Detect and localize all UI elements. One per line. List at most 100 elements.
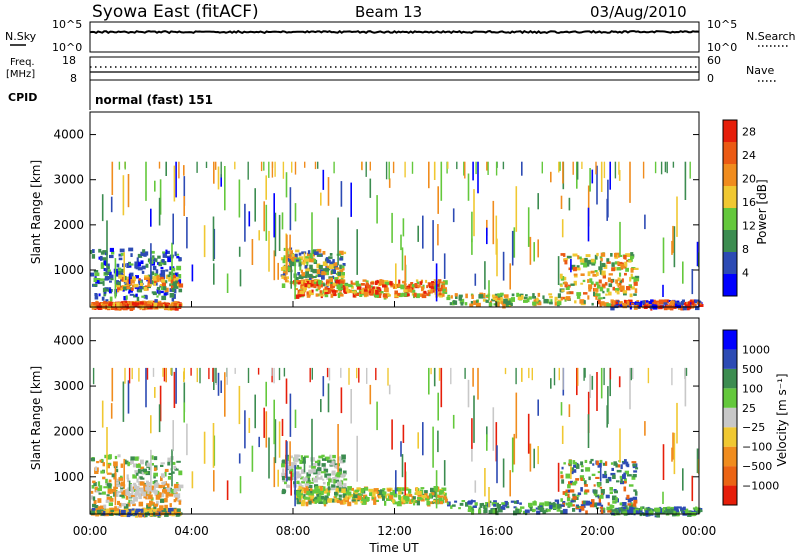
velocity-colorbar-tick: −500 <box>742 460 772 473</box>
echo-cell <box>605 494 610 499</box>
echo-cell <box>351 291 357 294</box>
echo-cell <box>600 509 604 515</box>
echo-streak <box>576 161 579 180</box>
echo-cell <box>153 504 157 509</box>
echo-cell <box>406 293 410 297</box>
echo-streak <box>572 161 574 175</box>
echo-cell <box>576 292 582 296</box>
time-tick-label: 00:00 <box>73 524 108 538</box>
echo-cell <box>519 502 522 505</box>
echo-cell <box>178 257 182 262</box>
echo-cell <box>95 509 98 514</box>
echo-streak <box>559 161 561 171</box>
echo-cell <box>365 286 369 292</box>
echo-cell <box>301 469 304 474</box>
echo-cell <box>283 489 286 493</box>
echo-cell <box>642 300 646 305</box>
echo-streak <box>369 384 372 405</box>
echo-cell <box>317 470 321 475</box>
echo-cell <box>114 272 118 276</box>
echo-cell <box>345 495 348 501</box>
echo-cell <box>135 486 140 489</box>
echo-cell <box>620 285 625 291</box>
echo-cell <box>406 285 410 289</box>
echo-cell <box>310 494 314 499</box>
echo-cell <box>404 292 409 297</box>
echo-cell <box>327 486 331 491</box>
echo-streak <box>587 391 590 433</box>
echo-cell <box>315 489 318 494</box>
echo-cell <box>493 500 497 504</box>
echo-streak <box>333 161 335 174</box>
echo-cell <box>354 489 360 493</box>
echo-cell <box>296 480 300 484</box>
echo-cell <box>630 497 633 502</box>
echo-cell <box>344 283 349 287</box>
echo-cell <box>583 480 587 485</box>
echo-cell <box>162 254 167 258</box>
echo-streak <box>258 230 260 241</box>
echo-cell <box>132 474 137 479</box>
echo-streak <box>391 419 393 450</box>
echo-cell <box>109 511 112 515</box>
echo-cell <box>298 486 301 489</box>
echo-streak <box>191 471 194 489</box>
echo-cell <box>611 262 615 267</box>
echo-cell <box>564 296 567 302</box>
echo-cell <box>630 255 634 260</box>
echo-cell <box>501 301 505 305</box>
echo-cell <box>412 498 416 501</box>
echo-cell <box>515 508 520 514</box>
echo-streak <box>662 237 665 274</box>
echo-cell <box>136 296 140 301</box>
echo-cell <box>553 504 558 509</box>
echo-cell <box>340 274 345 279</box>
echo-streak <box>496 445 498 484</box>
echo-cell <box>398 495 401 501</box>
echo-cell <box>516 292 520 297</box>
echo-streak <box>464 367 466 379</box>
echo-streak <box>550 171 552 183</box>
echo-cell <box>620 303 623 307</box>
echo-cell <box>149 283 152 287</box>
echo-cell <box>147 258 153 263</box>
echo-cell <box>681 299 685 303</box>
echo-cell <box>128 263 134 266</box>
echo-streak <box>290 264 292 289</box>
echo-cell <box>589 503 595 508</box>
echo-cell <box>168 472 173 475</box>
echo-streak <box>654 161 657 174</box>
echo-streak <box>452 414 455 429</box>
echo-cell <box>171 471 175 474</box>
power-colorbar-tick: 16 <box>742 196 756 209</box>
echo-cell <box>331 478 335 483</box>
echo-cell <box>345 288 349 292</box>
echo-cell <box>316 494 320 497</box>
echo-cell <box>655 303 660 309</box>
echo-cell <box>423 291 427 294</box>
echo-streak <box>685 367 688 376</box>
echo-cell <box>339 498 342 501</box>
echo-cell <box>319 290 322 293</box>
echo-cell <box>178 500 182 505</box>
echo-streak <box>513 433 516 465</box>
power-colorbar-label: Power [dB] <box>755 179 769 244</box>
echo-cell <box>473 300 476 305</box>
echo-streak <box>395 470 397 494</box>
echo-cell <box>173 278 178 282</box>
echo-cell <box>575 478 580 481</box>
echo-cell <box>317 286 321 290</box>
echo-cell <box>324 495 329 501</box>
echo-cell <box>323 289 328 292</box>
echo-cell <box>167 274 171 278</box>
echo-streak <box>290 471 292 496</box>
echo-cell <box>467 501 471 505</box>
echo-streak <box>684 367 686 379</box>
echo-cell <box>109 296 113 302</box>
echo-cell <box>109 489 112 494</box>
echo-cell <box>547 509 551 512</box>
echo-cell <box>572 469 577 473</box>
echo-cell <box>128 287 133 290</box>
echo-cell <box>160 464 164 467</box>
